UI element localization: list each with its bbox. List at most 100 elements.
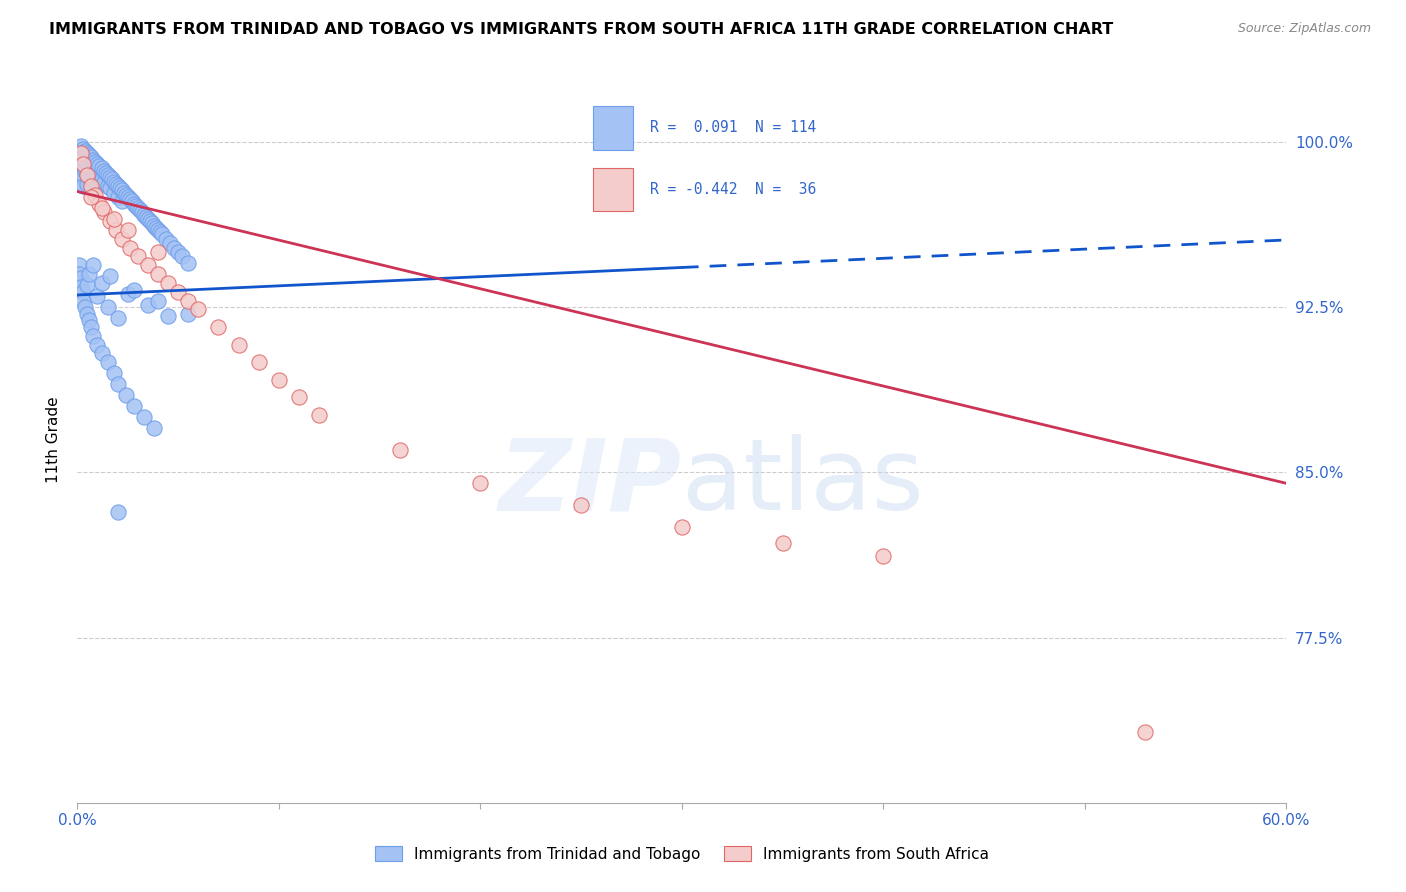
Point [187,302,209,317]
Point [67,258,90,272]
Point [72,168,94,182]
Point [136,212,159,227]
Point [72,293,94,308]
Point [127,250,149,264]
Point [145,220,167,235]
Point [267,373,290,387]
Point [70,175,93,189]
Point [76,157,98,171]
Point [114,187,136,202]
Point [108,181,131,195]
Point [98,170,121,185]
Point [122,399,145,413]
Point [72,157,94,171]
Point [150,227,173,242]
Point [114,388,136,402]
Point [103,212,125,227]
Point [80,178,103,193]
Point [103,175,125,189]
Point [288,391,311,405]
Point [96,168,118,182]
Point [75,144,97,158]
Point [67,144,90,158]
Point [149,225,172,239]
Point [155,232,177,246]
Point [86,289,108,303]
Point [228,337,250,351]
Point [79,148,101,162]
Point [72,159,94,173]
Point [111,232,134,246]
Point [167,285,190,299]
Point [159,236,181,251]
Point [72,141,94,155]
Point [75,300,97,314]
Point [94,166,117,180]
Point [93,205,115,219]
Point [127,201,149,215]
Point [90,172,112,186]
Point [122,283,145,297]
Point [76,177,98,191]
Legend: Immigrants from Trinidad and Tobago, Immigrants from South Africa: Immigrants from Trinidad and Tobago, Imm… [368,839,995,868]
Point [308,408,330,422]
Point [136,298,159,312]
Point [872,549,894,563]
Point [177,293,200,308]
Point [70,139,93,153]
Point [112,186,135,200]
Point [70,157,93,171]
Point [131,205,153,219]
Point [79,170,101,185]
Text: ZIP: ZIP [499,434,682,532]
Point [76,307,98,321]
Y-axis label: 11th Grade: 11th Grade [45,396,60,483]
Point [157,276,180,290]
Point [75,163,97,178]
Point [82,258,104,272]
Point [76,166,98,180]
Point [98,181,121,195]
Point [121,194,143,209]
Point [128,203,150,218]
Text: atlas: atlas [682,434,924,532]
Point [67,153,90,167]
Point [146,267,169,281]
Point [89,159,111,173]
Point [117,286,139,301]
Point [569,499,592,513]
Point [84,166,107,180]
Point [104,177,127,191]
Point [207,320,229,334]
Point [163,241,186,255]
Point [80,161,103,176]
Point [111,183,134,197]
Point [107,377,129,392]
Point [67,267,90,281]
Point [72,178,94,193]
Point [125,199,148,213]
Point [89,170,111,185]
Point [100,172,122,186]
Point [146,245,169,260]
Point [86,157,108,171]
Point [79,159,101,173]
Point [132,410,155,425]
Point [117,223,139,237]
Point [70,145,93,160]
Point [772,536,794,550]
Point [167,245,190,260]
Point [103,366,125,380]
Point [122,196,145,211]
Point [139,214,162,228]
Point [103,186,125,200]
Point [388,443,411,458]
Point [247,355,270,369]
Point [96,300,118,314]
Point [671,520,693,534]
Point [80,172,103,186]
Point [107,311,129,326]
Point [72,285,94,299]
Point [76,145,98,160]
Point [86,337,108,351]
